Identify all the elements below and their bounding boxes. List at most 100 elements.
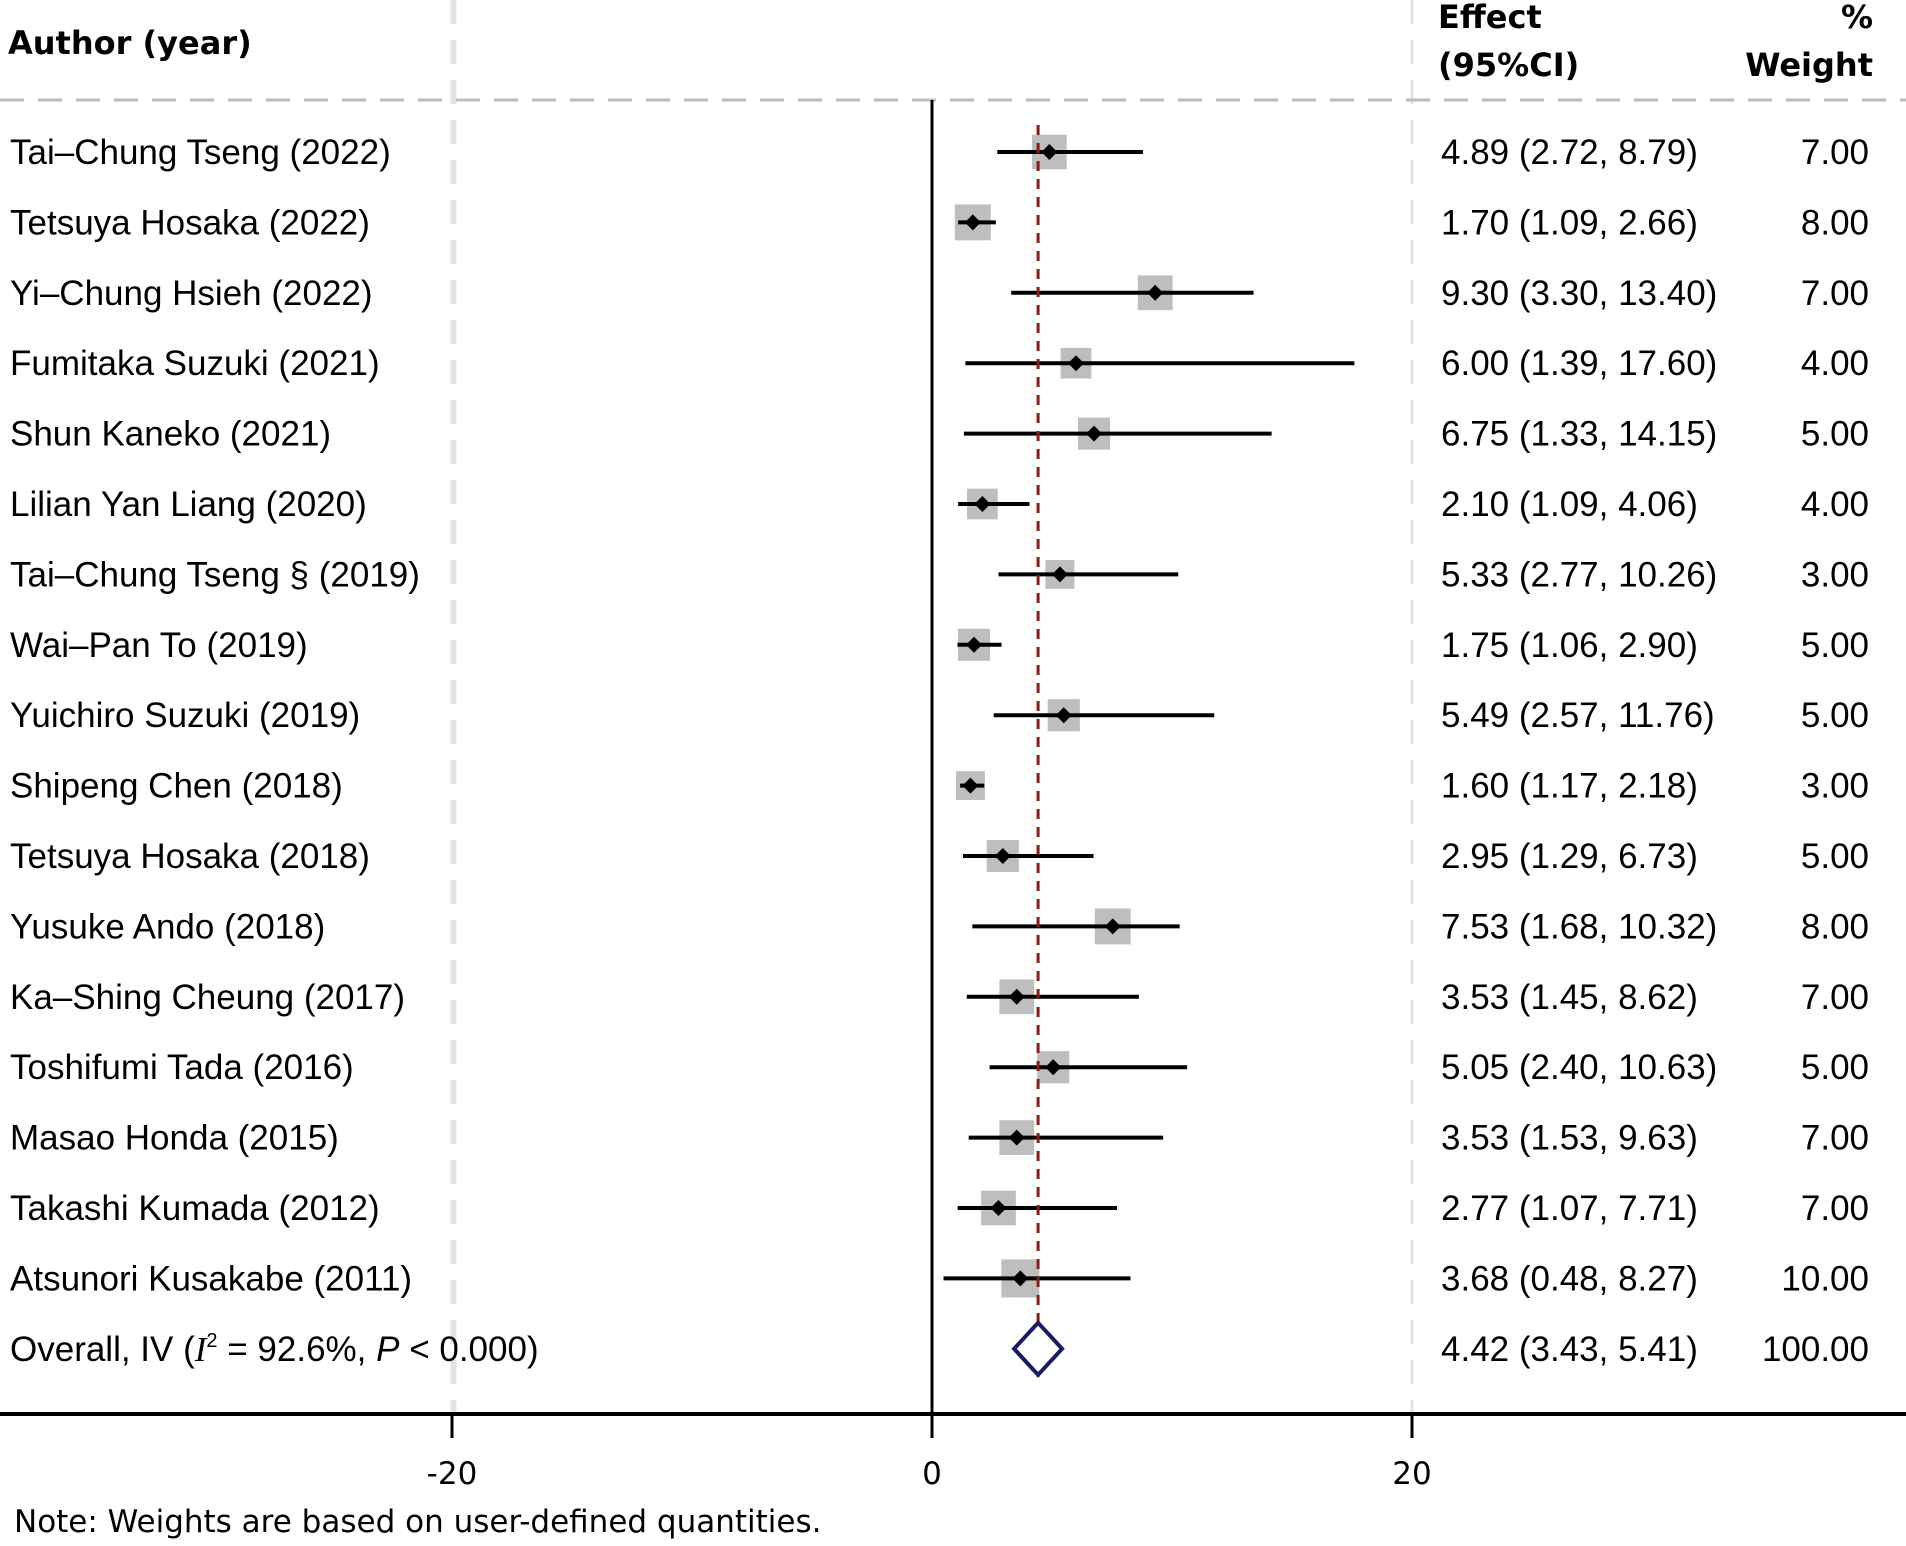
study-weight-text: 10.00 [1781, 1259, 1869, 1298]
study-ci-text: 3.53 (1.45, 8.62) [1441, 978, 1698, 1017]
overall-label-p: P [376, 1330, 400, 1369]
study-ci-text: 4.89 (2.72, 8.79) [1441, 133, 1698, 172]
study-label: Yi–Chung Hsieh (2022) [10, 274, 373, 313]
study-row: Wai–Pan To (2019) 1.75 (1.06, 2.90) 5.00 [10, 626, 1869, 665]
study-label: Shun Kaneko (2021) [10, 415, 331, 454]
point-estimate [990, 1200, 1007, 1216]
overall-label-suffix: < 0.000) [399, 1330, 538, 1369]
gridlines [450, 0, 1414, 1414]
study-row: Yusuke Ando (2018) 7.53 (1.68, 10.32) 8.00 [10, 907, 1869, 946]
header-effect: Effect [1438, 0, 1542, 36]
study-ci-text: 1.60 (1.17, 2.18) [1441, 767, 1698, 806]
study-ci-text: 1.70 (1.09, 2.66) [1441, 203, 1698, 242]
study-ci-text: 2.95 (1.29, 6.73) [1441, 837, 1698, 876]
overall-diamond [1011, 1319, 1065, 1378]
x-tick-label: -20 [427, 1456, 478, 1492]
study-label: Ka–Shing Cheung (2017) [10, 978, 405, 1017]
study-ci-text: 9.30 (3.30, 13.40) [1441, 274, 1717, 313]
point-estimate [994, 848, 1011, 864]
study-ci-text: 7.53 (1.68, 10.32) [1441, 907, 1717, 946]
study-weight-text: 4.00 [1801, 344, 1869, 383]
point-estimate [964, 214, 981, 231]
point-estimate [1012, 1270, 1029, 1287]
study-weight-text: 5.00 [1801, 696, 1869, 735]
study-row: Takashi Kumada (2012) 2.77 (1.07, 7.71) 7.… [10, 1189, 1869, 1228]
study-weight-text: 4.00 [1801, 485, 1869, 524]
study-ci-text: 1.75 (1.06, 2.90) [1441, 626, 1698, 665]
study-weight-text: 3.00 [1801, 555, 1869, 594]
study-weight-text: 8.00 [1801, 907, 1869, 946]
point-estimate [1055, 707, 1072, 724]
study-row: Fumitaka Suzuki (2021) 6.00 (1.39, 17.60)… [10, 344, 1869, 383]
study-row: Ka–Shing Cheung (2017) 3.53 (1.45, 8.62) 7… [10, 978, 1869, 1017]
point-estimate [1147, 284, 1164, 301]
overall-row: Overall, IV (I2 = 92.6%, P < 0.000) 4.42… [10, 1330, 1869, 1369]
study-weight-text: 7.00 [1801, 274, 1869, 313]
study-label: Yusuke Ando (2018) [10, 907, 325, 946]
overall-weight-text: 100.00 [1762, 1330, 1869, 1369]
study-label: Tetsuya Hosaka (2022) [10, 203, 370, 242]
study-weight-text: 5.00 [1801, 415, 1869, 454]
study-label: Tai–Chung Tseng (2022) [10, 133, 391, 172]
study-label: Masao Honda (2015) [10, 1119, 339, 1158]
study-row: Lilian Yan Liang (2020) 2.10 (1.09, 4.06)… [10, 485, 1869, 524]
study-label: Fumitaka Suzuki (2021) [10, 344, 380, 383]
point-estimate [1041, 144, 1058, 160]
study-label: Toshifumi Tada (2016) [10, 1048, 354, 1087]
header-ci: (95%CI) [1438, 46, 1579, 84]
study-label: Tai–Chung Tseng § (2019) [10, 555, 420, 594]
study-ci-text: 5.05 (2.40, 10.63) [1441, 1048, 1717, 1087]
study-rows: Tai–Chung Tseng (2022) 4.89 (2.72, 8.79) 7… [10, 133, 1869, 1298]
study-row: Tai–Chung Tseng § (2019) 5.33 (2.77, 10.2… [10, 555, 1869, 594]
point-estimate [1008, 1129, 1025, 1146]
study-label: Wai–Pan To (2019) [10, 626, 308, 665]
header-weight: Weight [1745, 46, 1873, 84]
x-axis: -20 0 20 [0, 1412, 1906, 1492]
study-ci-text: 2.10 (1.09, 4.06) [1441, 485, 1698, 524]
point-estimate [1045, 1059, 1062, 1076]
x-tick-label: 0 [922, 1456, 942, 1492]
study-weight-text: 3.00 [1801, 767, 1869, 806]
point-estimate [974, 496, 991, 512]
overall-label-i: I [194, 1330, 209, 1369]
study-weight-text: 7.00 [1801, 978, 1869, 1017]
study-row: Toshifumi Tada (2016) 5.05 (2.40, 10.63) 5… [10, 1048, 1869, 1087]
study-weight-text: 8.00 [1801, 203, 1869, 242]
point-estimate [966, 636, 982, 653]
x-tick-label: 20 [1392, 1456, 1431, 1492]
overall-ci-text: 4.42 (3.43, 5.41) [1441, 1330, 1698, 1369]
study-label: Yuichiro Suzuki (2019) [10, 696, 360, 735]
point-estimate [962, 777, 979, 794]
study-weight-text: 7.00 [1801, 133, 1869, 172]
study-label: Lilian Yan Liang (2020) [10, 485, 367, 524]
study-row: Shun Kaneko (2021) 6.75 (1.33, 14.15) 5.00 [10, 415, 1869, 454]
overall-label-mid: = 92.6%, [218, 1330, 377, 1369]
study-weight-text: 5.00 [1801, 837, 1869, 876]
study-row: Tetsuya Hosaka (2018) 2.95 (1.29, 6.73) 5.… [10, 837, 1869, 876]
overall-label-sup: 2 [206, 1330, 217, 1352]
study-label: Takashi Kumada (2012) [10, 1189, 380, 1228]
point-estimate [1086, 425, 1102, 442]
study-label: Shipeng Chen (2018) [10, 767, 343, 806]
header-author: Author (year) [8, 24, 252, 62]
study-ci-text: 3.68 (0.48, 8.27) [1441, 1259, 1698, 1298]
study-ci-text: 6.75 (1.33, 14.15) [1441, 415, 1717, 454]
study-ci-text: 6.00 (1.39, 17.60) [1441, 344, 1717, 383]
study-weight-text: 5.00 [1801, 1048, 1869, 1087]
study-ci-text: 3.53 (1.53, 9.63) [1441, 1119, 1698, 1158]
study-weight-text: 7.00 [1801, 1189, 1869, 1228]
study-row: Yi–Chung Hsieh (2022) 9.30 (3.30, 13.40) 7… [10, 274, 1869, 313]
study-row: Yuichiro Suzuki (2019) 5.49 (2.57, 11.76)… [10, 696, 1869, 735]
study-row: Tetsuya Hosaka (2022) 1.70 (1.09, 2.66) 8.… [10, 203, 1869, 242]
overall-label: Overall, IV (I2 = 92.6%, P < 0.000) [10, 1330, 539, 1369]
study-ci-text: 2.77 (1.07, 7.71) [1441, 1189, 1698, 1228]
study-ci-text: 5.33 (2.77, 10.26) [1441, 555, 1717, 594]
study-label: Atsunori Kusakabe (2011) [10, 1259, 412, 1298]
point-estimate [1068, 355, 1084, 372]
study-weight-text: 7.00 [1801, 1119, 1869, 1158]
point-estimate [1008, 988, 1025, 1005]
overall-label-prefix: Overall, IV ( [10, 1330, 195, 1369]
point-estimate [1104, 918, 1121, 935]
